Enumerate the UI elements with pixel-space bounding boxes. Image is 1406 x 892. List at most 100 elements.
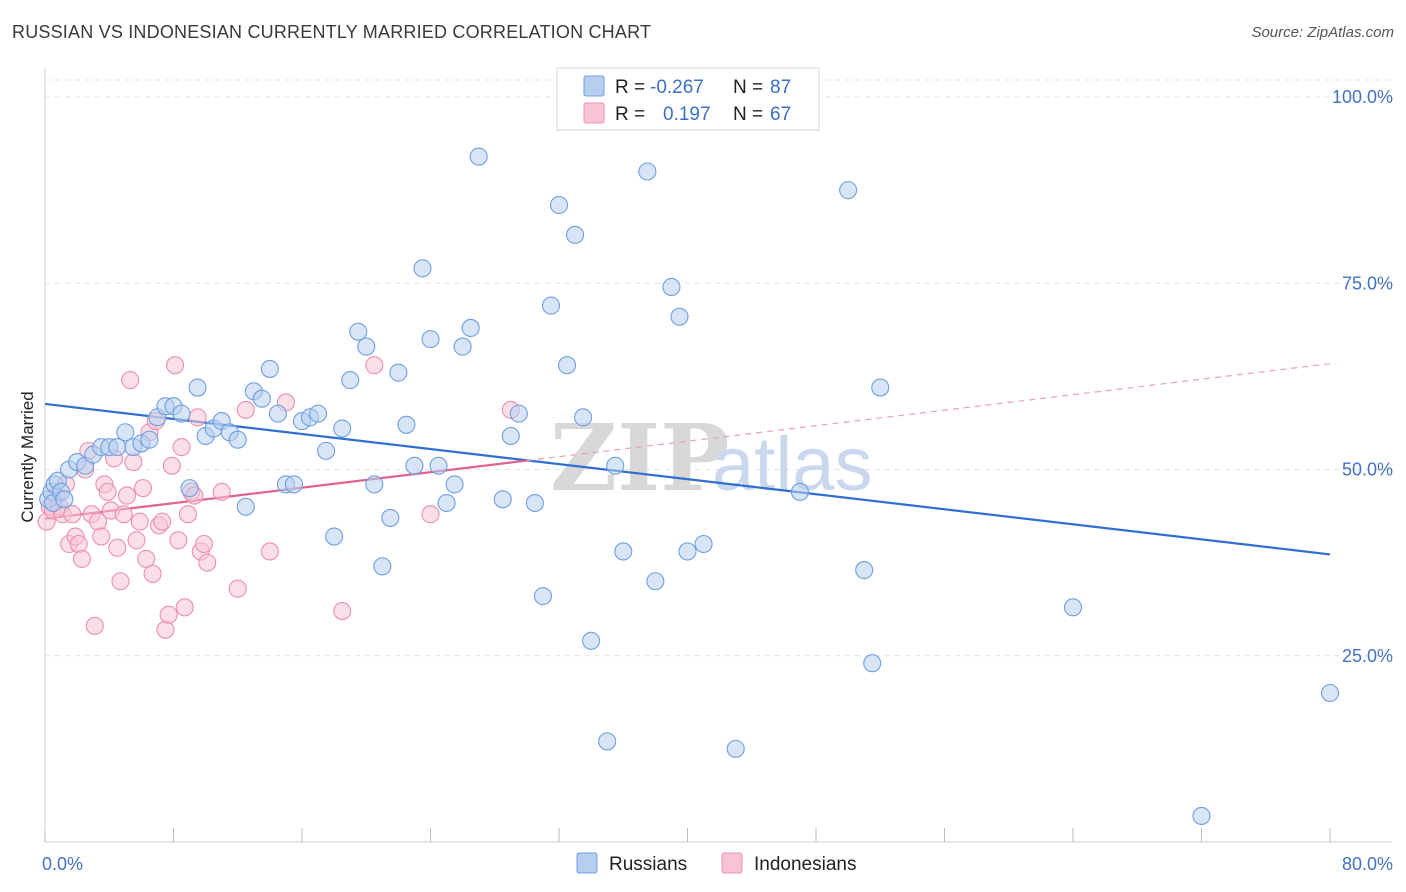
bottom-legend-swatch-russians: [576, 852, 598, 874]
source-label: Source: ZipAtlas.com: [1251, 24, 1394, 41]
point-russians: [108, 438, 127, 457]
point-russians: [365, 475, 384, 494]
point-indonesians: [188, 408, 207, 427]
point-russians: [501, 426, 520, 446]
legend-swatch-indonesians: [583, 102, 605, 124]
point-indonesians: [194, 534, 214, 554]
point-russians: [541, 296, 561, 315]
point-russians: [421, 330, 440, 349]
point-indonesians: [153, 512, 172, 531]
bottom-legend-swatch-indonesians: [721, 852, 743, 874]
point-russians: [140, 430, 159, 449]
legend: R = -0.267 N = 87 R = 0.197 N = 67: [556, 67, 820, 131]
point-indonesians: [421, 505, 440, 524]
point-russians: [855, 561, 874, 580]
point-indonesians: [133, 479, 153, 498]
trend-line-russians: [44, 402, 1331, 556]
point-indonesians: [127, 531, 146, 550]
point-russians: [252, 389, 271, 408]
point-indonesians: [333, 601, 352, 621]
point-indonesians: [114, 505, 133, 524]
point-russians: [646, 572, 665, 591]
point-russians: [317, 441, 336, 460]
y-tick-label: 25.0%: [1342, 646, 1393, 666]
point-russians: [341, 371, 360, 390]
point-russians: [549, 195, 569, 215]
legend-r-value: 0.197: [663, 104, 711, 125]
point-indonesians: [137, 549, 156, 568]
point-russians: [598, 732, 617, 751]
point-indonesians: [159, 605, 178, 624]
grid-lines: [45, 79, 1392, 657]
point-russians: [566, 225, 585, 244]
point-russians: [614, 542, 633, 561]
trend-line-indonesians-extension: [526, 363, 1331, 462]
point-indonesians: [143, 564, 162, 583]
point-russians: [790, 482, 809, 501]
point-russians: [638, 162, 657, 181]
point-indonesians: [92, 527, 111, 546]
point-russians: [525, 493, 544, 513]
point-russians: [726, 739, 745, 758]
point-indonesians: [169, 531, 188, 550]
point-indonesians: [72, 549, 91, 568]
legend-n-value: 87: [770, 77, 791, 98]
point-russians: [574, 408, 593, 427]
point-russians: [429, 456, 448, 475]
point-indonesians: [236, 400, 255, 419]
legend-r-label: R =: [615, 104, 645, 125]
point-russians: [268, 404, 287, 423]
point-russians: [172, 404, 191, 423]
point-russians: [405, 456, 424, 475]
point-indonesians: [130, 512, 149, 531]
point-indonesians: [365, 356, 384, 375]
point-russians: [1063, 598, 1083, 617]
point-indonesians: [260, 542, 279, 561]
point-russians: [839, 181, 858, 200]
point-russians: [662, 277, 681, 297]
point-russians: [1192, 806, 1211, 825]
point-indonesians: [63, 505, 82, 524]
point-russians: [533, 587, 552, 606]
tick-labels: 25.0% 50.0% 75.0% 100.0% 0.0% 80.0%: [42, 87, 1393, 874]
y-tick-label: 100.0%: [1332, 87, 1393, 107]
point-russians: [260, 359, 279, 378]
bottom-legend-label-indonesians: Indonesians: [754, 854, 856, 875]
x-tick-label: 80.0%: [1342, 854, 1393, 874]
point-russians: [373, 557, 392, 576]
point-russians: [863, 654, 882, 673]
point-indonesians: [156, 620, 175, 639]
point-indonesians: [172, 438, 191, 457]
point-indonesians: [166, 356, 185, 375]
point-russians: [678, 542, 697, 561]
point-russians: [582, 631, 601, 650]
point-russians: [509, 404, 528, 423]
legend-n-label: N =: [733, 104, 763, 125]
point-indonesians: [162, 456, 181, 475]
point-russians: [309, 404, 328, 423]
point-russians: [1320, 683, 1340, 703]
point-russians: [180, 479, 199, 498]
point-indonesians: [121, 371, 140, 390]
legend-r-label: R =: [615, 77, 645, 98]
point-indonesians: [178, 505, 198, 524]
point-russians: [461, 318, 480, 338]
point-russians: [381, 508, 400, 527]
legend-r-value: -0.267: [650, 77, 704, 98]
point-russians: [445, 475, 464, 494]
point-indonesians: [198, 553, 217, 572]
y-axis-title: Currently Married: [18, 391, 37, 522]
point-indonesians: [108, 538, 127, 557]
legend-swatch-russians: [583, 75, 605, 97]
chart-title: RUSSIAN VS INDONESIAN CURRENTLY MARRIED …: [12, 22, 652, 42]
point-indonesians: [85, 616, 104, 636]
point-russians: [437, 493, 456, 513]
point-russians: [236, 497, 255, 516]
point-russians: [453, 337, 472, 356]
point-indonesians: [98, 482, 117, 501]
legend-n-label: N =: [733, 77, 763, 98]
point-russians: [397, 415, 416, 434]
point-russians: [228, 430, 247, 449]
point-russians: [557, 356, 577, 375]
